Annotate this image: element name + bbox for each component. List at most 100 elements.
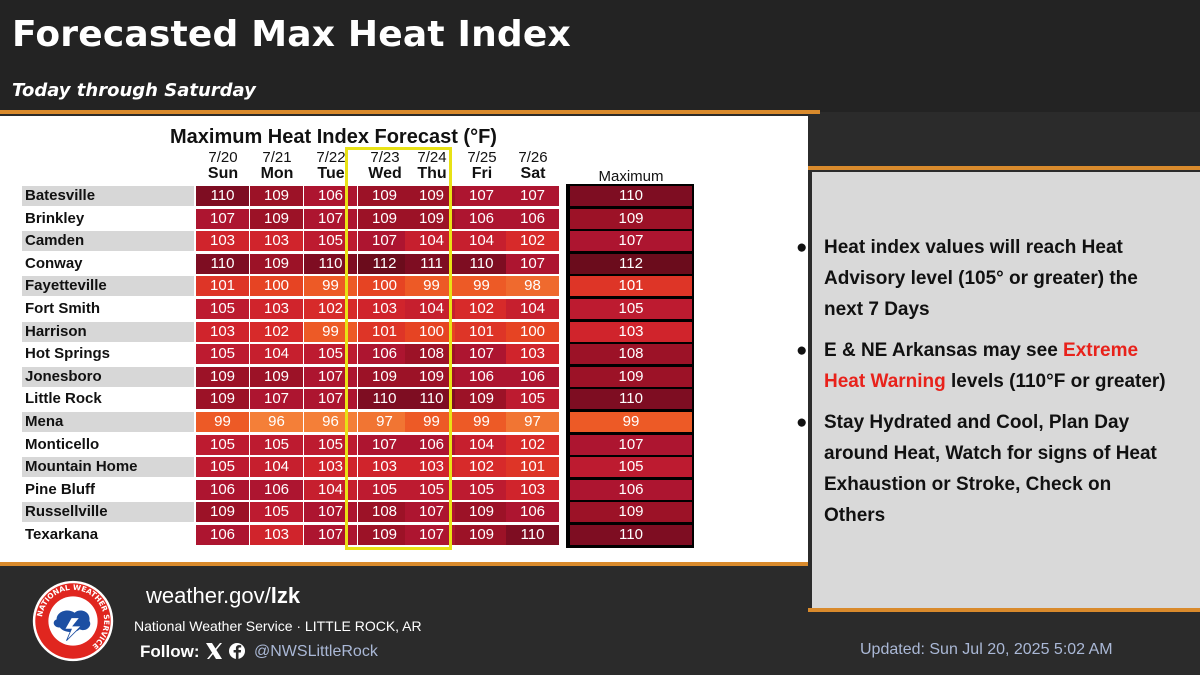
wed-thu-highlight-box	[345, 147, 452, 550]
heat-index-cell: 109	[358, 366, 411, 387]
heat-index-cell: 106	[196, 479, 249, 500]
table-title: Maximum Heat Index Forecast (°F)	[170, 126, 497, 148]
right-accent-stripe	[798, 166, 1200, 170]
heat-index-cell: 106	[506, 208, 559, 229]
page-title: Forecasted Max Heat Index	[12, 14, 571, 55]
day-date: 7/25	[467, 149, 497, 166]
website-link[interactable]: weather.gov/lzk	[146, 583, 301, 608]
heat-index-cell: 105	[304, 231, 357, 252]
max-cell: 109	[570, 208, 692, 229]
social-icons	[206, 643, 245, 659]
day-name: Thu	[417, 165, 447, 182]
heat-index-cell: 103	[250, 299, 303, 319]
social-handle[interactable]: @NWSLittleRock	[254, 643, 378, 660]
heat-index-cell: 109	[455, 525, 508, 545]
heat-index-cell: 106	[455, 366, 508, 387]
heat-index-cell: 100	[358, 276, 411, 297]
heat-index-cell: 97	[506, 412, 559, 432]
city-label: Brinkley	[22, 208, 194, 229]
heat-index-cell: 106	[405, 434, 458, 455]
city-label: Conway	[22, 253, 194, 274]
heat-index-cell: 105	[455, 479, 508, 500]
max-cell: 99	[570, 412, 692, 432]
max-cell: 105	[570, 457, 692, 478]
heat-index-cell: 109	[250, 208, 303, 229]
maximum-column-header: Maximum	[598, 168, 664, 185]
footer-accent-stripe-right	[808, 608, 1200, 612]
heat-index-cell: 107	[304, 208, 357, 229]
heat-index-cell: 110	[506, 525, 559, 545]
city-label: Fort Smith	[22, 299, 194, 319]
footer-accent-stripe	[0, 562, 808, 566]
heat-index-cell: 109	[405, 366, 458, 387]
nws-logo: NATIONAL WEATHER SERVICE	[32, 580, 114, 662]
heat-index-cell: 104	[455, 434, 508, 455]
heat-index-cell: 109	[250, 186, 303, 206]
heat-index-cell: 105	[250, 434, 303, 455]
heat-index-cell: 105	[304, 344, 357, 365]
heat-index-cell: 104	[405, 231, 458, 252]
heat-index-cell: 109	[455, 502, 508, 523]
heat-index-cell: 105	[196, 344, 249, 365]
day-date: 7/23	[370, 149, 400, 166]
heat-index-cell: 111	[405, 253, 458, 274]
heat-index-cell: 96	[250, 412, 303, 432]
heat-index-cell: 107	[358, 434, 411, 455]
heat-index-cell: 109	[405, 208, 458, 229]
city-label: Hot Springs	[22, 344, 194, 365]
heat-index-cell: 98	[506, 276, 559, 297]
max-cell: 105	[570, 299, 692, 319]
heat-index-cell: 107	[304, 366, 357, 387]
heat-index-cell: 99	[304, 276, 357, 297]
header-accent-stripe	[0, 110, 820, 114]
heat-index-cell: 110	[455, 253, 508, 274]
heat-index-cell: 96	[304, 412, 357, 432]
x-icon[interactable]	[206, 643, 222, 659]
heat-index-cell: 99	[304, 321, 357, 342]
city-label: Jonesboro	[22, 366, 194, 387]
max-cell: 110	[570, 525, 692, 545]
heat-index-cell: 109	[358, 186, 411, 206]
heat-index-cell: 110	[358, 389, 411, 410]
heat-index-cell: 104	[405, 299, 458, 319]
heat-index-cell: 107	[455, 186, 508, 206]
heat-index-cell: 106	[506, 502, 559, 523]
heat-index-cell: 105	[196, 299, 249, 319]
key-message: ● E & NE Arkansas may see Extreme Heat Wa…	[794, 335, 1174, 397]
city-label: Camden	[22, 231, 194, 252]
heat-index-cell: 109	[250, 366, 303, 387]
heat-index-cell: 110	[196, 253, 249, 274]
heat-index-cell: 112	[358, 253, 411, 274]
facebook-icon[interactable]	[229, 643, 245, 659]
heat-index-cell: 99	[455, 276, 508, 297]
heat-index-cell: 104	[250, 344, 303, 365]
right-panel-top-strip	[790, 126, 1200, 166]
bullet-icon: ●	[796, 237, 808, 258]
extreme-heat-warning-text: Extreme Heat Warning	[824, 340, 1139, 392]
day-date: 7/22	[316, 149, 346, 166]
max-cell: 112	[570, 253, 692, 274]
day-date: 7/20	[208, 149, 238, 166]
day-date: 7/21	[262, 149, 292, 166]
page-subtitle: Today through Saturday	[12, 80, 256, 101]
day-header: 7/20 Sun	[196, 150, 250, 182]
bullet-icon: ●	[796, 340, 808, 361]
key-message: ● Stay Hydrated and Cool, Plan Day around…	[794, 407, 1174, 531]
heat-index-cell: 103	[250, 525, 303, 545]
day-header: 7/24 Thu	[405, 150, 459, 182]
heat-index-cell: 99	[405, 412, 458, 432]
max-cell: 109	[570, 366, 692, 387]
heat-index-cell: 103	[506, 344, 559, 365]
heat-index-cell: 106	[196, 525, 249, 545]
heat-index-cell: 105	[250, 502, 303, 523]
heat-index-cell: 110	[405, 389, 458, 410]
day-name: Fri	[471, 165, 493, 182]
heat-index-cell: 99	[405, 276, 458, 297]
day-name: Sun	[207, 165, 239, 182]
city-label: Harrison	[22, 321, 194, 342]
heat-index-cell: 102	[506, 434, 559, 455]
updated-timestamp: Updated: Sun Jul 20, 2025 5:02 AM	[860, 641, 1113, 658]
max-cell: 106	[570, 479, 692, 500]
day-header: 7/25 Fri	[455, 150, 509, 182]
city-label: Batesville	[22, 186, 194, 206]
